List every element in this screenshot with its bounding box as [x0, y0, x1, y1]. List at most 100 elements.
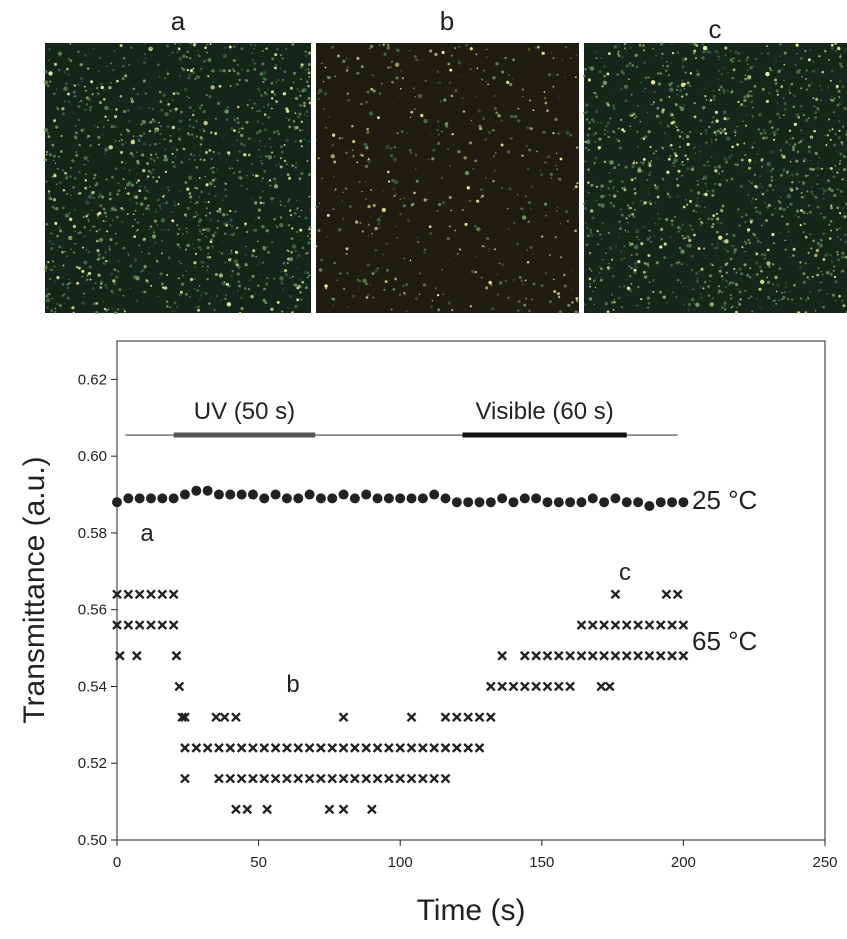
speck: [80, 63, 83, 66]
speck: [404, 198, 405, 199]
speck: [56, 250, 57, 251]
speck: [507, 208, 509, 210]
speck: [238, 280, 241, 283]
speck: [249, 280, 250, 281]
speck: [226, 283, 229, 286]
speck: [597, 230, 599, 232]
speck: [718, 56, 720, 58]
speck: [103, 262, 106, 265]
speck: [434, 53, 437, 56]
speck: [180, 111, 183, 114]
speck: [666, 302, 668, 304]
speck: [139, 186, 140, 187]
speck: [662, 178, 663, 179]
speck: [262, 77, 265, 80]
speck: [320, 258, 323, 261]
speck: [648, 302, 650, 304]
speck: [76, 266, 78, 268]
speck: [691, 58, 692, 59]
speck: [245, 246, 246, 247]
speck: [805, 175, 808, 178]
speck: [115, 167, 118, 170]
speck: [429, 49, 432, 52]
speck: [705, 129, 707, 131]
speck: [803, 272, 806, 275]
speck: [194, 288, 196, 290]
speck: [159, 76, 160, 77]
speck: [716, 231, 719, 234]
speck: [210, 43, 212, 45]
speck: [217, 102, 220, 105]
speck: [90, 279, 92, 281]
speck: [674, 165, 675, 166]
speck: [129, 169, 131, 171]
speck: [643, 226, 644, 227]
speck: [289, 277, 291, 279]
x-tick-label: 0: [113, 854, 121, 871]
speck: [394, 146, 396, 148]
speck: [484, 246, 486, 248]
speck: [630, 290, 633, 293]
point: [212, 713, 220, 721]
speck: [593, 163, 595, 165]
speck: [93, 197, 95, 199]
speck: [437, 294, 439, 296]
speck: [99, 238, 103, 242]
speck: [376, 267, 379, 270]
speck: [806, 88, 809, 91]
speck: [155, 208, 156, 209]
speck: [190, 43, 192, 45]
speck: [379, 44, 382, 47]
speck: [467, 186, 470, 189]
speck: [321, 63, 322, 64]
speck: [64, 251, 66, 253]
speck: [166, 69, 167, 70]
speck: [309, 208, 311, 210]
speck: [828, 59, 830, 61]
speck: [168, 229, 170, 231]
speck: [296, 88, 298, 90]
speck: [666, 65, 669, 68]
speck: [167, 73, 169, 75]
speck: [160, 272, 163, 275]
speck: [814, 111, 817, 114]
speck: [531, 298, 533, 300]
speck: [690, 225, 692, 227]
point: [554, 497, 564, 507]
speck: [532, 253, 533, 254]
speck: [694, 303, 695, 304]
speck: [613, 194, 616, 197]
speck: [193, 216, 195, 218]
speck: [705, 141, 708, 144]
speck: [600, 203, 604, 207]
speck: [682, 138, 684, 140]
speck: [58, 156, 60, 158]
point: [147, 621, 155, 629]
speck: [105, 214, 106, 215]
speck: [256, 131, 259, 134]
speck: [366, 296, 368, 298]
speck: [68, 279, 69, 280]
speck: [713, 274, 714, 275]
speck: [318, 98, 320, 100]
speck: [61, 248, 62, 249]
speck: [273, 178, 276, 181]
speck: [208, 193, 210, 195]
speck: [131, 184, 134, 187]
speck: [832, 99, 835, 102]
speck: [660, 42, 663, 45]
speck: [137, 222, 139, 224]
speck: [817, 206, 820, 209]
speck: [668, 96, 670, 98]
speck: [208, 201, 210, 203]
speck: [788, 175, 790, 177]
speck: [689, 131, 691, 133]
speck: [46, 223, 49, 226]
speck: [196, 289, 199, 292]
speck: [777, 102, 778, 103]
speck: [115, 233, 116, 234]
speck: [232, 270, 234, 272]
speck: [150, 154, 152, 156]
speck: [413, 192, 416, 195]
speck: [144, 53, 146, 55]
